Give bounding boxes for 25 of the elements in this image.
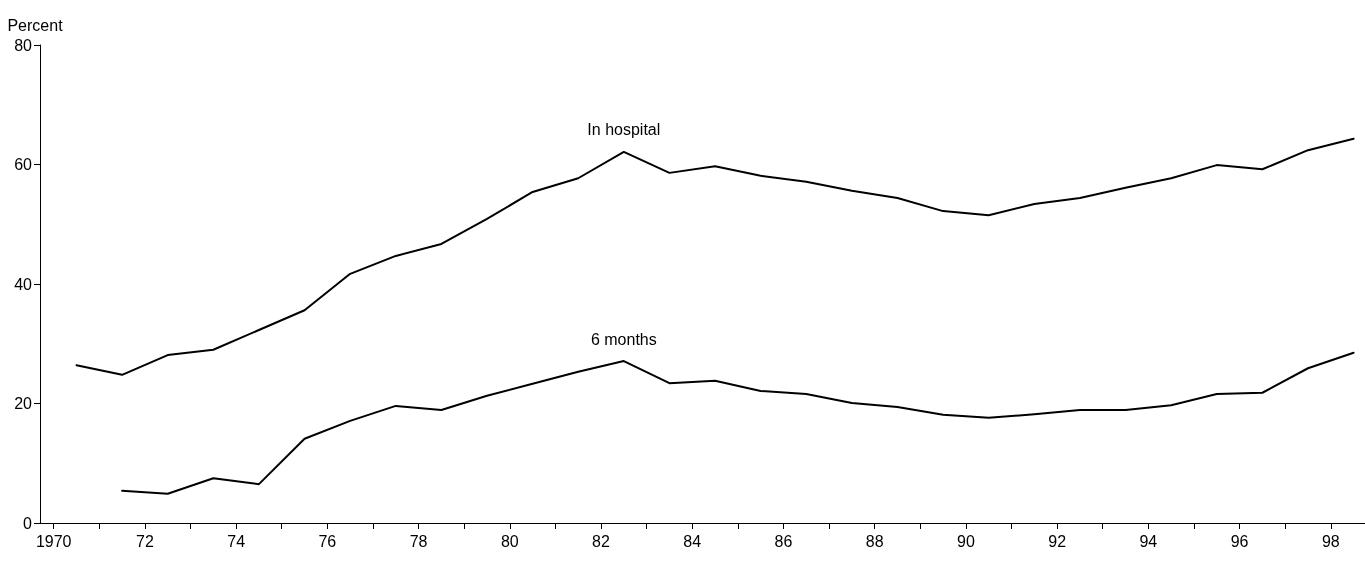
- line-series: [75, 137, 1355, 376]
- x-tick-label: 72: [136, 532, 154, 550]
- x-tick-label: 98: [1321, 532, 1340, 550]
- line-series: [121, 351, 1355, 495]
- series-label: 6 months: [590, 330, 657, 348]
- x-tick-label: 80: [500, 532, 519, 550]
- x-tick-label: 78: [409, 532, 428, 550]
- y-tick-label: 0: [23, 514, 33, 532]
- series-label: In hospital: [587, 121, 661, 139]
- y-tick-label: 40: [14, 275, 33, 293]
- x-tick-label: 96: [1230, 532, 1249, 550]
- y-axis-title: Percent: [7, 16, 64, 34]
- x-tick-label: 84: [683, 532, 702, 550]
- x-tick-label: 1970: [35, 532, 72, 550]
- x-tick-label: 94: [1139, 532, 1158, 550]
- x-tick-label: 90: [957, 532, 975, 550]
- x-tick-label: 86: [774, 532, 793, 550]
- y-tick-label: 80: [14, 36, 33, 54]
- x-tick-label: 74: [227, 532, 246, 550]
- y-tick-label: 20: [14, 395, 33, 412]
- x-tick-label: 82: [592, 532, 611, 550]
- y-tick-label: 60: [14, 156, 33, 173]
- x-tick-label: 76: [318, 532, 337, 550]
- x-tick-label: 92: [1048, 532, 1067, 550]
- x-tick-label: 88: [865, 532, 884, 550]
